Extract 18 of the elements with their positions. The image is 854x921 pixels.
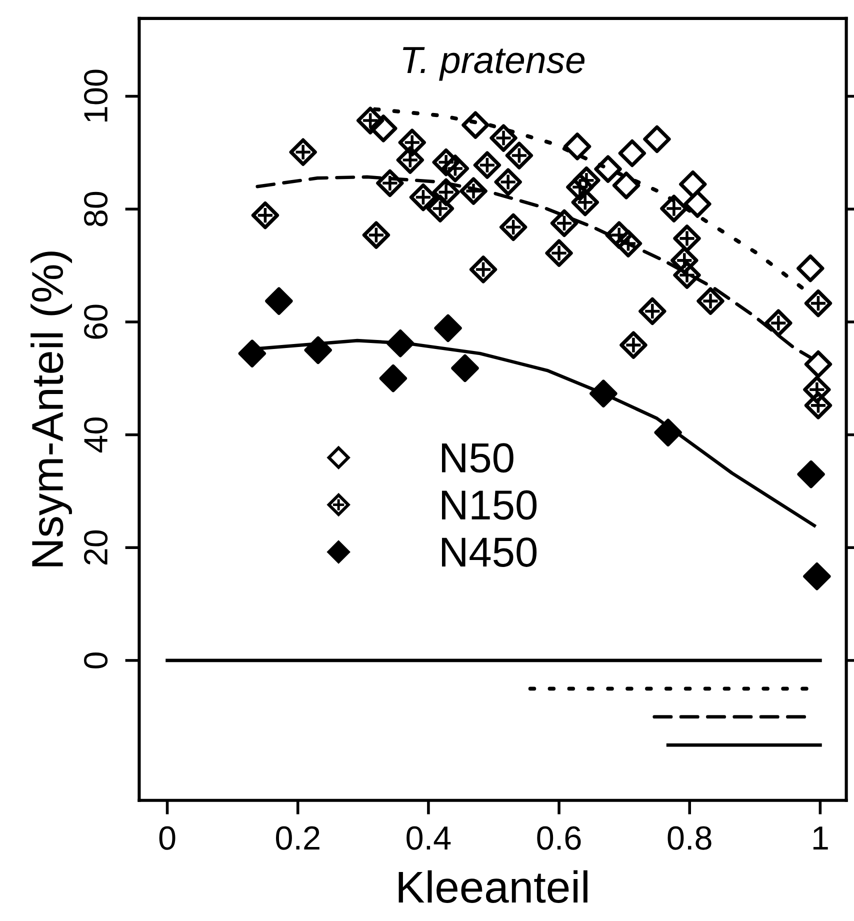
x-tick-label: 0 <box>159 826 176 850</box>
text: T. pratense <box>403 47 585 81</box>
legend-label: N150 <box>442 490 537 520</box>
y-tick-label: 100 <box>84 70 108 122</box>
x-tick-label: 0.2 <box>276 826 320 850</box>
y-tick-label: 40 <box>84 418 108 453</box>
x-tick-label: 0.6 <box>537 826 581 850</box>
y-tick-label: 20 <box>84 530 108 564</box>
y-tick-label: 60 <box>84 304 108 339</box>
x-tick-label: 1 <box>813 826 828 850</box>
y-tick-label: 0 <box>84 652 108 668</box>
x-tick-label: 0.4 <box>406 826 451 850</box>
y-tick-label: 80 <box>84 192 108 226</box>
x-axis-title: Kleeanteil <box>398 870 588 903</box>
x-tick-label: 0.8 <box>668 826 712 850</box>
legend-label: N50 <box>442 443 514 473</box>
legend-label: N450 <box>442 537 537 567</box>
y-axis-title: Nsym-Anteil (%) <box>30 252 72 566</box>
